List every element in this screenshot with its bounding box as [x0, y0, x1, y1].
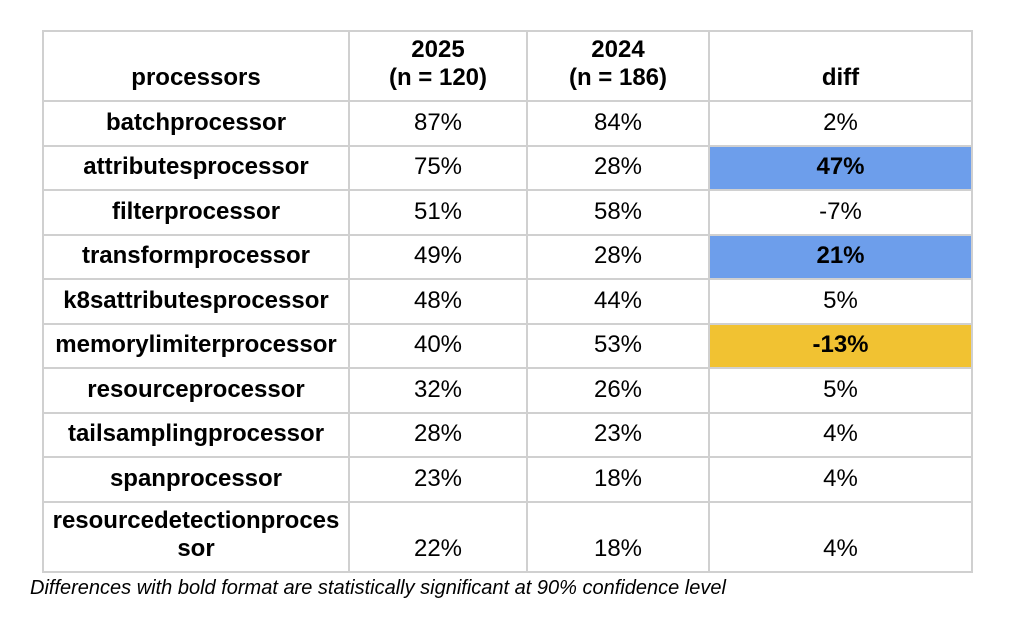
table-row: tailsamplingprocessor 28% 23% 4%: [42, 411, 973, 458]
diff-cell: -7%: [708, 189, 973, 236]
col-header-label: processors: [131, 64, 261, 91]
value-2024-cell: 18%: [526, 500, 710, 573]
value-2025-cell: 51%: [348, 189, 528, 236]
value-2024-cell: 84%: [526, 100, 710, 147]
processor-name-cell: tailsamplingprocessor: [42, 411, 350, 458]
col-header-sample-size: (n = 186): [568, 64, 668, 91]
col-header-2025: 2025 (n = 120): [348, 30, 528, 102]
value-2024-cell: 53%: [526, 322, 710, 369]
diff-cell: 47%: [708, 144, 973, 191]
processor-name-cell: resourceprocessor: [42, 367, 350, 414]
table-row: spanprocessor 23% 18% 4%: [42, 456, 973, 503]
diff-cell: 4%: [708, 500, 973, 573]
value-2025-cell: 75%: [348, 144, 528, 191]
table-row: resourcedetectionprocessor 22% 18% 4%: [42, 500, 973, 573]
table-header: processors 2025 (n = 120) 2024 (n = 186)…: [42, 30, 973, 102]
table-row: filterprocessor 51% 58% -7%: [42, 189, 973, 236]
value-2025-cell: 49%: [348, 233, 528, 280]
processor-name-cell: spanprocessor: [42, 456, 350, 503]
diff-cell: 4%: [708, 411, 973, 458]
value-2024-cell: 18%: [526, 456, 710, 503]
processors-comparison-table: processors 2025 (n = 120) 2024 (n = 186)…: [42, 30, 973, 573]
value-2024-cell: 44%: [526, 278, 710, 325]
table-row: k8sattributesprocessor 48% 44% 5%: [42, 278, 973, 325]
value-2025-cell: 48%: [348, 278, 528, 325]
processor-name-cell: k8sattributesprocessor: [42, 278, 350, 325]
value-2025-cell: 40%: [348, 322, 528, 369]
value-2025-cell: 22%: [348, 500, 528, 573]
value-2024-cell: 26%: [526, 367, 710, 414]
diff-cell: 21%: [708, 233, 973, 280]
col-header-2024: 2024 (n = 186): [526, 30, 710, 102]
header-row: processors 2025 (n = 120) 2024 (n = 186)…: [42, 30, 973, 102]
col-header-label: 2024: [591, 36, 645, 63]
col-header-sample-size: (n = 120): [388, 64, 488, 91]
processor-name-cell: filterprocessor: [42, 189, 350, 236]
col-header-label: 2025: [411, 36, 465, 63]
value-2024-cell: 58%: [526, 189, 710, 236]
value-2025-cell: 23%: [348, 456, 528, 503]
col-header-processors: processors: [42, 30, 350, 102]
diff-cell: 5%: [708, 278, 973, 325]
table-row: resourceprocessor 32% 26% 5%: [42, 367, 973, 414]
table-row: attributesprocessor 75% 28% 47%: [42, 144, 973, 191]
col-header-diff: diff: [708, 30, 973, 102]
diff-cell: 4%: [708, 456, 973, 503]
diff-cell: 5%: [708, 367, 973, 414]
processor-name-cell: resourcedetectionprocessor: [42, 500, 350, 573]
processor-name-cell: memorylimiterprocessor: [42, 322, 350, 369]
table-row: memorylimiterprocessor 40% 53% -13%: [42, 322, 973, 369]
diff-cell: 2%: [708, 100, 973, 147]
processor-name-cell: attributesprocessor: [42, 144, 350, 191]
table-row: transformprocessor 49% 28% 21%: [42, 233, 973, 280]
table-body: batchprocessor 87% 84% 2% attributesprocesso…: [42, 100, 973, 573]
significance-footnote: Differences with bold format are statist…: [30, 577, 726, 599]
value-2025-cell: 87%: [348, 100, 528, 147]
processor-name-cell: transformprocessor: [42, 233, 350, 280]
value-2024-cell: 28%: [526, 233, 710, 280]
value-2025-cell: 28%: [348, 411, 528, 458]
diff-cell: -13%: [708, 322, 973, 369]
value-2025-cell: 32%: [348, 367, 528, 414]
table-row: batchprocessor 87% 84% 2%: [42, 100, 973, 147]
value-2024-cell: 28%: [526, 144, 710, 191]
value-2024-cell: 23%: [526, 411, 710, 458]
col-header-label: diff: [821, 64, 860, 91]
processor-name-cell: batchprocessor: [42, 100, 350, 147]
